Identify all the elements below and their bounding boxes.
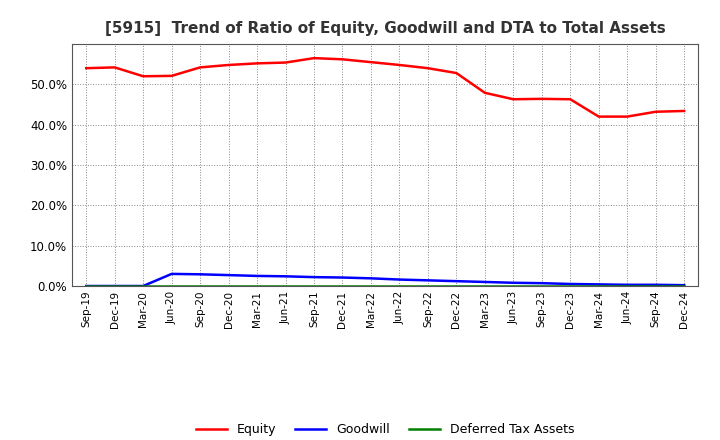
Equity	[225, 62, 233, 68]
Equity	[253, 61, 261, 66]
Equity	[338, 57, 347, 62]
Equity	[167, 73, 176, 78]
Equity	[139, 73, 148, 79]
Deferred Tax Assets	[82, 283, 91, 289]
Deferred Tax Assets	[196, 283, 204, 289]
Deferred Tax Assets	[310, 283, 318, 289]
Goodwill	[338, 275, 347, 280]
Equity	[196, 65, 204, 70]
Equity	[537, 96, 546, 102]
Equity	[366, 59, 375, 65]
Equity	[310, 55, 318, 61]
Deferred Tax Assets	[680, 283, 688, 289]
Goodwill	[310, 275, 318, 280]
Deferred Tax Assets	[395, 283, 404, 289]
Goodwill	[139, 283, 148, 289]
Goodwill	[595, 282, 603, 287]
Equity	[480, 90, 489, 95]
Equity	[395, 62, 404, 68]
Goodwill	[253, 273, 261, 279]
Equity	[110, 65, 119, 70]
Equity	[282, 60, 290, 65]
Goodwill	[566, 281, 575, 286]
Equity	[566, 97, 575, 102]
Equity	[652, 109, 660, 114]
Deferred Tax Assets	[167, 283, 176, 289]
Deferred Tax Assets	[282, 283, 290, 289]
Goodwill	[537, 281, 546, 286]
Deferred Tax Assets	[595, 283, 603, 289]
Goodwill	[509, 280, 518, 286]
Goodwill	[110, 283, 119, 289]
Deferred Tax Assets	[338, 283, 347, 289]
Goodwill	[282, 274, 290, 279]
Deferred Tax Assets	[537, 283, 546, 289]
Equity	[452, 70, 461, 76]
Deferred Tax Assets	[253, 283, 261, 289]
Deferred Tax Assets	[652, 283, 660, 289]
Line: Equity: Equity	[86, 58, 684, 117]
Goodwill	[395, 277, 404, 282]
Deferred Tax Assets	[566, 283, 575, 289]
Goodwill	[652, 282, 660, 287]
Goodwill	[225, 272, 233, 278]
Deferred Tax Assets	[509, 283, 518, 289]
Deferred Tax Assets	[225, 283, 233, 289]
Deferred Tax Assets	[480, 283, 489, 289]
Goodwill	[82, 283, 91, 289]
Goodwill	[623, 282, 631, 287]
Goodwill	[196, 271, 204, 277]
Equity	[82, 66, 91, 71]
Deferred Tax Assets	[423, 283, 432, 289]
Deferred Tax Assets	[110, 283, 119, 289]
Deferred Tax Assets	[139, 283, 148, 289]
Deferred Tax Assets	[623, 283, 631, 289]
Equity	[509, 97, 518, 102]
Equity	[680, 108, 688, 114]
Deferred Tax Assets	[366, 283, 375, 289]
Goodwill	[480, 279, 489, 285]
Line: Goodwill: Goodwill	[86, 274, 684, 286]
Equity	[623, 114, 631, 119]
Goodwill	[452, 279, 461, 284]
Goodwill	[423, 278, 432, 283]
Goodwill	[680, 282, 688, 288]
Deferred Tax Assets	[452, 283, 461, 289]
Equity	[595, 114, 603, 119]
Goodwill	[167, 271, 176, 277]
Title: [5915]  Trend of Ratio of Equity, Goodwill and DTA to Total Assets: [5915] Trend of Ratio of Equity, Goodwil…	[105, 21, 665, 36]
Legend: Equity, Goodwill, Deferred Tax Assets: Equity, Goodwill, Deferred Tax Assets	[191, 418, 580, 440]
Equity	[423, 66, 432, 71]
Goodwill	[366, 276, 375, 281]
